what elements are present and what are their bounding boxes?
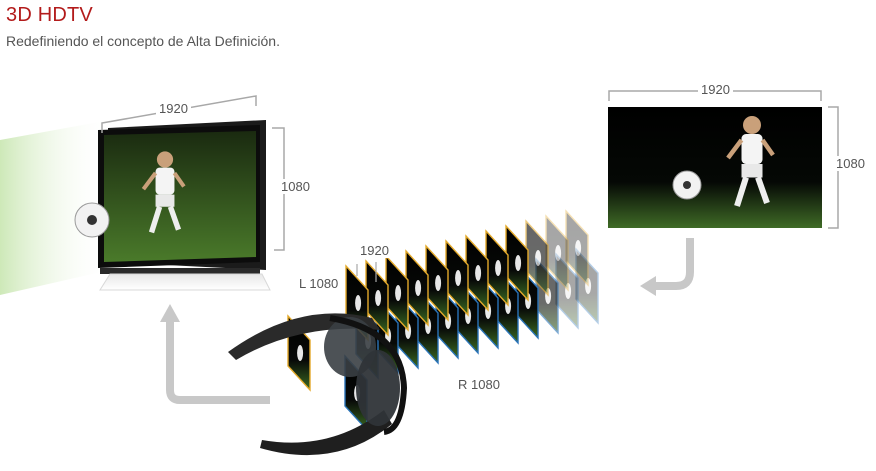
3d-glasses	[228, 313, 408, 456]
frame-width-label: 1920	[357, 243, 392, 258]
tv-height-label: 1080	[278, 179, 313, 194]
page-subtitle: Redefiniendo el concepto de Alta Definic…	[6, 33, 280, 49]
source-image	[608, 107, 822, 228]
tv-set	[0, 120, 271, 295]
tv-stand	[99, 273, 271, 291]
left-eye-frame	[565, 209, 589, 287]
left-eye-frame	[525, 219, 549, 297]
3d-pop-out-glow	[0, 120, 110, 295]
tv-width-label: 1920	[156, 101, 191, 116]
arrow-source-to-frames	[652, 238, 694, 290]
source-width-label: 1920	[698, 82, 733, 97]
arrow-glasses-to-tv	[166, 320, 270, 404]
right-eye-frame-label: R 1080	[455, 377, 503, 392]
source-height-label: 1080	[833, 156, 868, 171]
page-title: 3D HDTV	[6, 4, 93, 26]
frame-dimension-lines	[356, 262, 377, 282]
tv-screen	[104, 131, 256, 262]
left-eye-frame-label: L 1080	[296, 276, 342, 291]
